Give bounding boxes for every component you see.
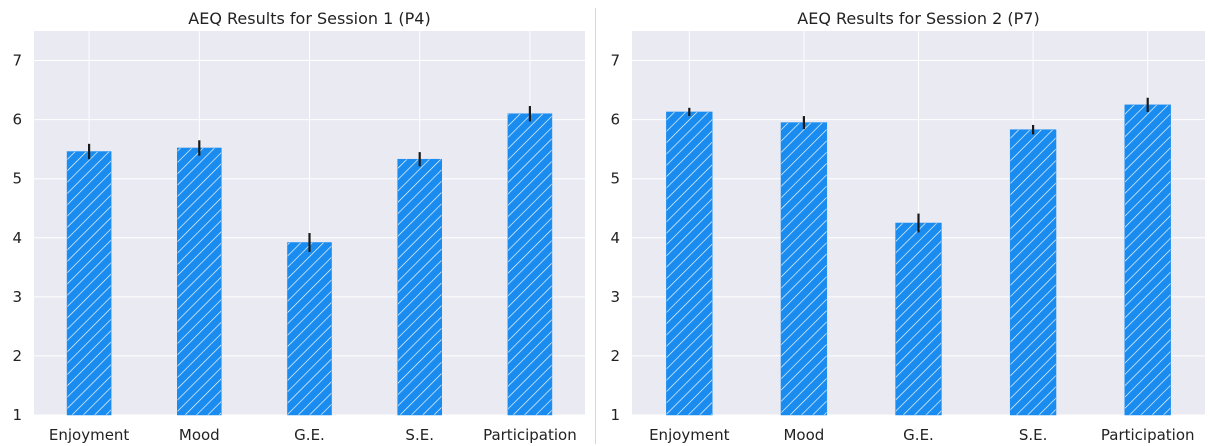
y-tick-label: 5 (610, 170, 620, 188)
y-tick-label: 7 (610, 52, 620, 70)
chart-title: AEQ Results for Session 1 (P4) (188, 9, 430, 28)
y-tick-label: 6 (12, 111, 22, 129)
chart-session-2: AEQ Results for Session 2 (P7) 1 2 3 4 5 6 7 Enj… (610, 9, 1205, 444)
y-tick-label: 6 (610, 111, 620, 129)
x-tick-label: S.E. (1019, 426, 1048, 444)
y-tick-label: 4 (610, 229, 620, 247)
x-tick-label: Enjoyment (649, 426, 730, 444)
x-tick-label: Mood (179, 426, 220, 444)
panel-divider (595, 8, 596, 444)
x-tick-label: S.E. (405, 426, 434, 444)
bar-participation (507, 113, 553, 416)
x-tick-label: Enjoyment (49, 426, 130, 444)
bar-enjoyment (666, 111, 713, 416)
bar-g-e (895, 222, 942, 416)
x-tick-label: G.E. (294, 426, 325, 444)
y-tick-label: 3 (12, 288, 22, 306)
bar-s-e (397, 158, 442, 416)
bar-mood (780, 122, 828, 416)
bar-mood (177, 147, 222, 416)
bar-enjoyment (66, 151, 112, 416)
y-tick-label: 3 (610, 288, 620, 306)
y-tick-label: 5 (12, 170, 22, 188)
x-tick-label: Participation (483, 426, 577, 444)
y-tick-label: 2 (12, 347, 22, 365)
y-tick-label: 1 (610, 406, 620, 424)
x-tick-label: Mood (783, 426, 824, 444)
y-tick-label: 7 (12, 52, 22, 70)
chart-title: AEQ Results for Session 2 (P7) (797, 9, 1039, 28)
y-tick-label: 1 (12, 406, 22, 424)
bar-participation (1124, 104, 1171, 416)
bar-s-e (1009, 129, 1057, 416)
y-tick-label: 2 (610, 347, 620, 365)
y-tick-label: 4 (12, 229, 22, 247)
x-tick-label: Participation (1101, 426, 1195, 444)
x-tick-label: G.E. (903, 426, 934, 444)
bar-g-e (287, 242, 332, 416)
chart-session-1: AEQ Results for Session 1 (P4) 1 2 3 4 5 6 7 Enj… (12, 9, 585, 444)
